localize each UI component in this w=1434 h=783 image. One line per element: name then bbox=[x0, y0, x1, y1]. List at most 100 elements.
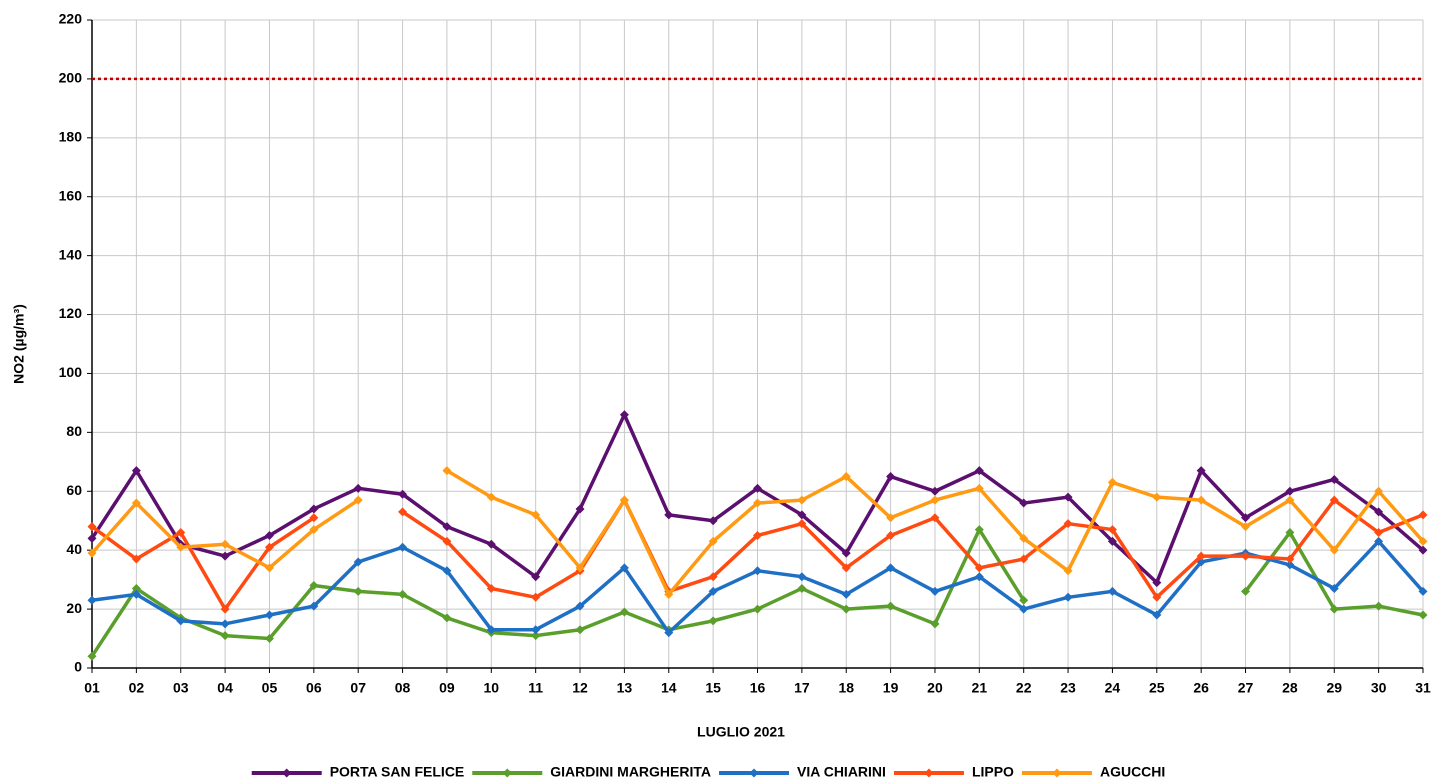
y-tick-label: 120 bbox=[59, 305, 83, 321]
data-point bbox=[442, 613, 452, 623]
legend-label: LIPPO bbox=[972, 764, 1014, 780]
legend-marker bbox=[1052, 768, 1062, 778]
x-tick-label: 01 bbox=[84, 680, 100, 696]
data-point bbox=[841, 563, 851, 573]
legend-marker bbox=[749, 768, 759, 778]
data-point bbox=[974, 563, 984, 573]
data-point bbox=[309, 601, 319, 611]
x-tick-label: 26 bbox=[1193, 680, 1209, 696]
data-point bbox=[131, 589, 141, 599]
data-point bbox=[1019, 595, 1029, 605]
series-line bbox=[90, 498, 1424, 611]
data-point bbox=[1152, 578, 1162, 588]
x-tick-label: 13 bbox=[617, 680, 633, 696]
x-tick-label: 14 bbox=[661, 680, 677, 696]
data-point bbox=[264, 530, 274, 540]
data-point bbox=[220, 631, 230, 641]
data-point bbox=[353, 557, 363, 567]
data-point bbox=[1329, 583, 1339, 593]
data-point bbox=[131, 554, 141, 564]
x-tick-label: 25 bbox=[1149, 680, 1165, 696]
x-tick-label: 22 bbox=[1016, 680, 1032, 696]
data-point bbox=[1107, 477, 1117, 487]
data-point bbox=[1418, 545, 1428, 555]
y-tick-label: 80 bbox=[66, 423, 82, 439]
data-point bbox=[1063, 519, 1073, 529]
data-point bbox=[442, 522, 452, 532]
data-point bbox=[974, 525, 984, 535]
data-point bbox=[353, 495, 363, 505]
data-point bbox=[1285, 495, 1295, 505]
y-tick-label: 0 bbox=[74, 659, 82, 675]
y-tick-label: 220 bbox=[59, 11, 83, 27]
x-tick-label: 09 bbox=[439, 680, 455, 696]
data-point bbox=[753, 530, 762, 540]
data-point bbox=[531, 572, 541, 582]
data-point bbox=[1019, 604, 1029, 614]
data-point bbox=[575, 625, 585, 635]
x-tick-label: 05 bbox=[262, 680, 278, 696]
data-point bbox=[664, 589, 674, 599]
data-point bbox=[1152, 492, 1162, 502]
data-point bbox=[486, 583, 496, 593]
data-point bbox=[398, 542, 408, 552]
data-point bbox=[309, 513, 319, 523]
data-point bbox=[753, 604, 762, 614]
data-point bbox=[1107, 525, 1117, 535]
data-point bbox=[708, 536, 718, 546]
data-point bbox=[1418, 536, 1428, 546]
x-tick-label: 10 bbox=[484, 680, 500, 696]
data-point bbox=[87, 548, 97, 558]
x-tick-label: 04 bbox=[217, 680, 233, 696]
data-point bbox=[220, 551, 230, 561]
data-point bbox=[398, 489, 408, 499]
data-point bbox=[1374, 507, 1384, 517]
data-point bbox=[1063, 566, 1073, 576]
legend-marker bbox=[282, 768, 292, 778]
data-point bbox=[1241, 522, 1251, 532]
data-point bbox=[531, 631, 541, 641]
data-point bbox=[1241, 513, 1251, 523]
x-tick-label: 06 bbox=[306, 680, 322, 696]
data-point bbox=[531, 592, 541, 602]
data-point bbox=[619, 410, 629, 420]
x-tick-label: 02 bbox=[129, 680, 145, 696]
x-axis-label: LUGLIO 2021 bbox=[697, 724, 785, 740]
data-point bbox=[974, 572, 984, 582]
data-point bbox=[131, 583, 141, 593]
data-point bbox=[1329, 604, 1339, 614]
data-point bbox=[220, 604, 230, 614]
x-tick-label: 07 bbox=[350, 680, 366, 696]
data-point bbox=[1152, 592, 1162, 602]
data-point bbox=[708, 572, 718, 582]
data-point bbox=[664, 628, 674, 638]
data-point bbox=[797, 583, 807, 593]
legend-marker bbox=[502, 768, 512, 778]
legend-label: AGUCCHI bbox=[1100, 764, 1165, 780]
data-point bbox=[309, 581, 319, 591]
y-axis-label: NO2 (µg/m³) bbox=[11, 304, 27, 384]
data-point bbox=[398, 507, 408, 517]
data-point bbox=[664, 510, 674, 520]
data-point bbox=[1285, 560, 1295, 570]
data-point bbox=[886, 530, 896, 540]
x-tick-label: 30 bbox=[1371, 680, 1387, 696]
data-point bbox=[486, 492, 496, 502]
x-tick-label: 15 bbox=[705, 680, 721, 696]
data-point bbox=[1285, 528, 1295, 538]
data-point bbox=[841, 472, 851, 482]
data-point bbox=[1418, 586, 1428, 596]
x-tick-label: 23 bbox=[1060, 680, 1076, 696]
data-point bbox=[753, 498, 762, 508]
data-point bbox=[398, 589, 408, 599]
data-point bbox=[930, 619, 940, 629]
x-tick-label: 03 bbox=[173, 680, 189, 696]
x-tick-label: 27 bbox=[1238, 680, 1254, 696]
data-point bbox=[886, 563, 896, 573]
data-point bbox=[619, 563, 629, 573]
data-point bbox=[220, 619, 230, 629]
data-point bbox=[1418, 510, 1428, 520]
data-point bbox=[930, 586, 940, 596]
data-point bbox=[753, 566, 762, 576]
data-point bbox=[1196, 551, 1206, 561]
